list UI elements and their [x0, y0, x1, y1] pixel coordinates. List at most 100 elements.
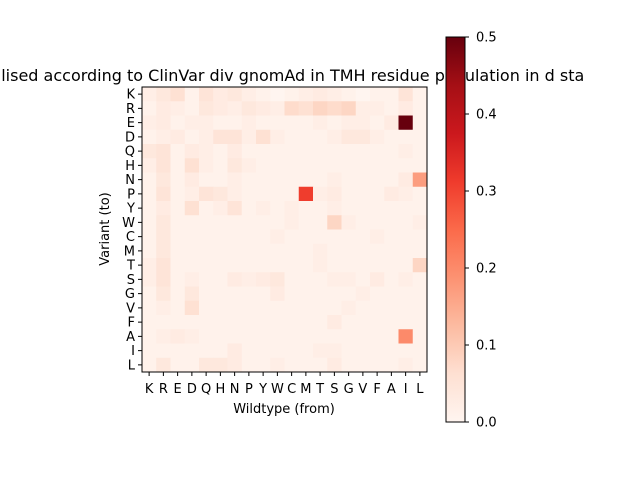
heatmap-cell: [156, 158, 171, 173]
heatmap-cell: [156, 357, 171, 373]
heatmap-cell: [170, 357, 186, 373]
heatmap-cell: [199, 158, 214, 173]
heatmap-cell: [313, 243, 328, 259]
heatmap-cell: [256, 186, 271, 202]
heatmap-cell: [199, 329, 214, 344]
heatmap-cell: [170, 87, 186, 102]
heatmap-cell: [313, 201, 328, 216]
heatmap-cell: [298, 115, 314, 131]
heatmap-cell: [270, 243, 285, 259]
heatmap-cell: [370, 129, 385, 145]
heatmap-cell: [370, 229, 385, 245]
heatmap-cell: [227, 172, 243, 188]
heatmap-cell: [142, 258, 157, 273]
heatmap-cell: [327, 300, 342, 316]
colorbar-tick-label: 0.2: [476, 262, 497, 277]
heatmap-cell: [298, 186, 314, 202]
heatmap-cell: [370, 215, 385, 230]
heatmap-cell: [241, 272, 257, 287]
heatmap-cell: [270, 258, 285, 273]
x-tick-label: E: [174, 382, 182, 397]
heatmap-cell: [341, 201, 357, 216]
heatmap-cell: [170, 243, 186, 259]
heatmap-cell: [355, 101, 371, 116]
x-tick-label: M: [300, 382, 311, 397]
x-tick-label: F: [373, 382, 380, 397]
heatmap-cell: [256, 357, 271, 373]
heatmap-cell: [227, 101, 243, 116]
heatmap-cell: [199, 87, 214, 102]
heatmap-cell: [284, 243, 300, 259]
heatmap-cell: [327, 101, 342, 116]
heatmap-cell: [284, 357, 300, 373]
heatmap-cell: [213, 329, 228, 344]
heatmap-cell: [313, 343, 328, 359]
heatmap-cell: [241, 315, 257, 330]
heatmap-cell: [412, 315, 428, 330]
heatmap-cell: [313, 229, 328, 245]
heatmap-cell: [270, 172, 285, 188]
heatmap-cell: [370, 300, 385, 316]
heatmap-cell: [170, 144, 186, 159]
heatmap-cell: [412, 101, 428, 116]
heatmap-cell: [241, 300, 257, 316]
heatmap-cell: [184, 329, 200, 344]
heatmap-cell: [241, 215, 257, 230]
x-tick-label: N: [230, 382, 240, 397]
heatmap-cell: [156, 144, 171, 159]
heatmap-cell: [184, 201, 200, 216]
heatmap-cell: [184, 158, 200, 173]
heatmap-cell: [327, 329, 342, 344]
heatmap-cell: [341, 144, 357, 159]
heatmap-cell: [227, 87, 243, 102]
heatmap-cell: [412, 115, 428, 131]
heatmap-cell: [298, 215, 314, 230]
heatmap-cell: [298, 258, 314, 273]
heatmap-cell: [355, 87, 371, 102]
x-tick-label: R: [159, 382, 168, 397]
heatmap-cell: [370, 286, 385, 302]
heatmap-cell: [199, 286, 214, 302]
heatmap-cell: [298, 201, 314, 216]
heatmap-cell: [156, 343, 171, 359]
x-tick-label: Y: [258, 382, 267, 397]
heatmap-cell: [284, 315, 300, 330]
heatmap-cell: [313, 172, 328, 188]
heatmap-cell: [142, 115, 157, 131]
heatmap-cell: [355, 258, 371, 273]
heatmap-cell: [199, 101, 214, 116]
heatmap-cell: [284, 329, 300, 344]
heatmap-cell: [227, 272, 243, 287]
heatmap-cell: [184, 186, 200, 202]
heatmap-cell: [199, 215, 214, 230]
heatmap-cell: [370, 329, 385, 344]
heatmap-cell: [355, 272, 371, 287]
colorbar: [445, 36, 466, 423]
heatmap-cell: [213, 158, 228, 173]
heatmap-cell: [156, 243, 171, 259]
heatmap-cell: [327, 87, 342, 102]
heatmap-cell: [170, 300, 186, 316]
heatmap-cell: [170, 315, 186, 330]
colorbar-tick-label: 0.3: [476, 185, 497, 200]
heatmap-cell: [341, 158, 357, 173]
heatmap-cell: [341, 315, 357, 330]
colorbar-tick-label: 0.5: [476, 31, 497, 46]
heatmap-cell: [284, 144, 300, 159]
heatmap-cell: [170, 129, 186, 145]
heatmap-cell: [313, 215, 328, 230]
heatmap-cell: [313, 300, 328, 316]
x-axis-label: Wildtype (from): [233, 402, 335, 417]
heatmap-cell: [298, 87, 314, 102]
heatmap-cell: [213, 272, 228, 287]
heatmap-cell: [241, 243, 257, 259]
heatmap-cell: [170, 101, 186, 116]
heatmap-cell: [270, 115, 285, 131]
heatmap-cell: [384, 315, 399, 330]
heatmap-cell: [384, 101, 399, 116]
y-tick-label: F: [128, 316, 135, 331]
heatmap-cell: [270, 286, 285, 302]
heatmap-cell: [284, 300, 300, 316]
heatmap-cell: [213, 87, 228, 102]
heatmap-cell: [412, 158, 428, 173]
